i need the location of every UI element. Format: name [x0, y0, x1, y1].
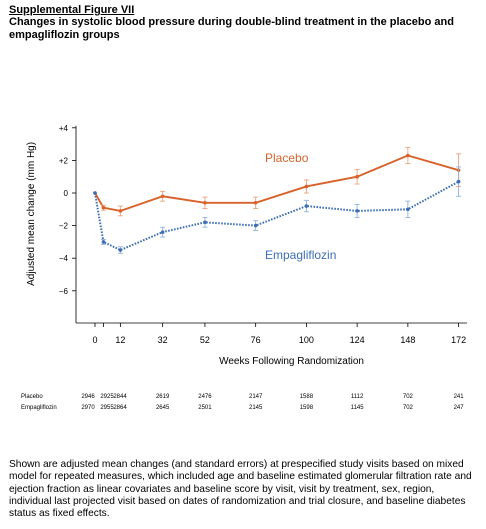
x-tick-label: 32: [158, 335, 168, 345]
x-tick-label: 172: [451, 335, 466, 345]
x-tick-label: 76: [251, 335, 261, 345]
y-tick-label: +2: [59, 156, 69, 165]
placebo-point: [203, 200, 207, 205]
empagliflozin-point: [160, 230, 165, 234]
empagliflozin-point: [203, 220, 207, 225]
empagliflozin-point: [406, 207, 410, 212]
y-tick-label: +4: [59, 124, 69, 133]
x-tick-label: 148: [400, 335, 415, 345]
y-tick-label: 0: [64, 189, 69, 198]
placebo-series-label: Placebo: [265, 151, 309, 165]
empagliflozin-point: [93, 191, 97, 195]
x-tick-label: 124: [350, 335, 365, 345]
empagliflozin-point: [304, 204, 309, 208]
y-axis-label: Adjusted mean change (mm Hg): [26, 142, 37, 286]
placebo-point: [406, 153, 410, 158]
figure-title: Changes in systolic blood pressure durin…: [9, 16, 454, 41]
y-tick-label: −6: [59, 287, 69, 296]
empagliflozin-point: [253, 223, 258, 228]
placebo-point: [101, 205, 106, 210]
empagliflozin-point: [456, 179, 461, 184]
placebo-point: [355, 174, 359, 179]
placebo-line: [94, 154, 459, 212]
x-tick-label: 52: [200, 335, 210, 345]
x-tick-label: 0: [92, 335, 97, 345]
empagliflozin-series-label: Empagliflozin: [265, 248, 336, 262]
placebo-point: [160, 194, 165, 199]
x-axis-label: Weeks Following Randomization: [219, 356, 364, 367]
x-tick-label: 12: [115, 335, 125, 345]
placebo-point: [118, 209, 123, 213]
placebo-point: [253, 200, 258, 205]
empagliflozin-point: [101, 240, 106, 244]
y-tick-label: −4: [59, 254, 69, 263]
y-tick-label: −2: [59, 222, 69, 231]
x-tick-label: 100: [299, 335, 314, 345]
figure-label: Supplemental Figure VII: [9, 4, 135, 16]
empagliflozin-point: [118, 248, 123, 252]
empagliflozin-line: [94, 180, 460, 252]
empagliflozin-point: [355, 209, 359, 213]
figure-caption: Shown are adjusted mean changes (and sta…: [9, 459, 472, 520]
placebo-point: [304, 184, 309, 189]
